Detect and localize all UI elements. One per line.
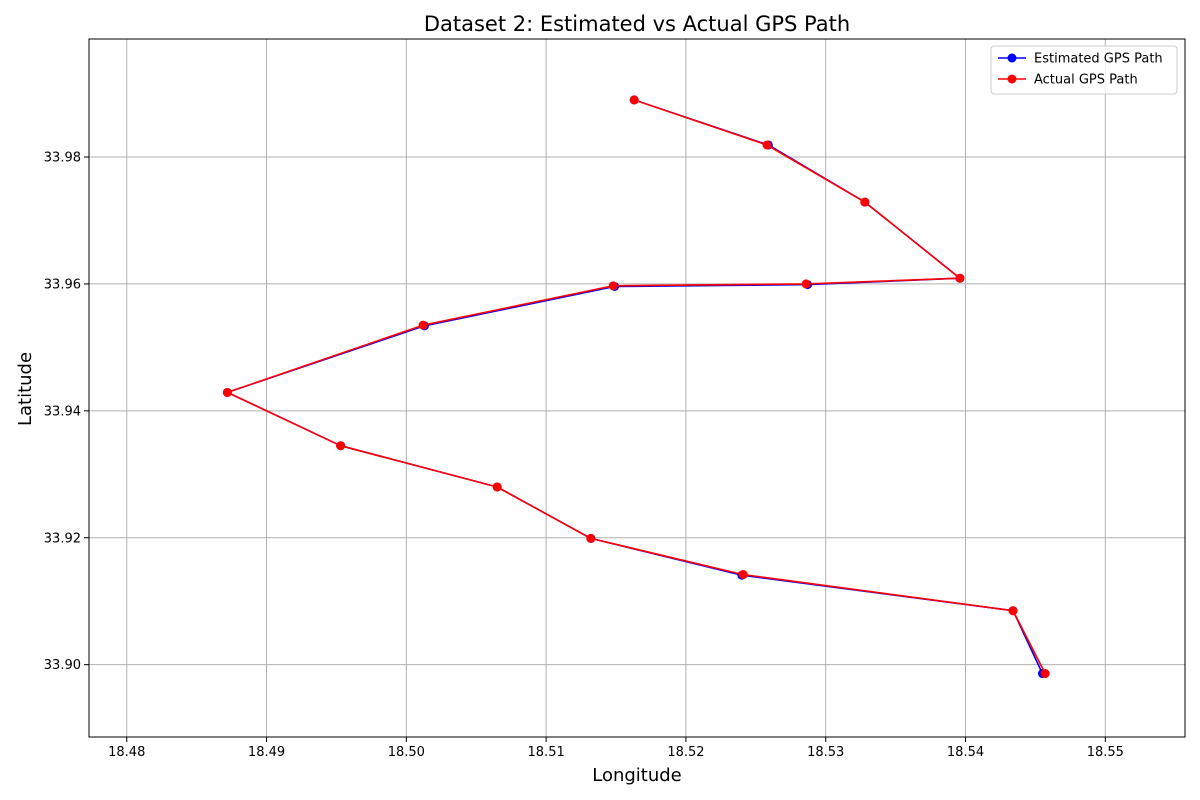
y-tick-label: 33.92: [44, 531, 81, 546]
y-tick-label: 33.96: [44, 277, 81, 292]
x-tick-label: 18.53: [807, 745, 844, 760]
x-tick-label: 18.49: [248, 745, 285, 760]
actual-gps-path-point: [955, 273, 965, 283]
y-tick-label: 33.94: [44, 404, 81, 419]
actual-gps-path-point: [762, 140, 772, 150]
legend: Estimated GPS Path Actual GPS Path: [990, 45, 1178, 95]
y-axis-label: Latitude: [15, 352, 36, 426]
x-axis-label: Longitude: [592, 765, 682, 786]
actual-gps-path-line: [226, 99, 1046, 674]
plot-frame: [88, 38, 1186, 738]
actual-gps-path-point: [492, 482, 502, 492]
tick-layer: 18.48 18.49 18.50 18.51 18.52 18.53 18.54 18.55…: [44, 151, 1124, 760]
y-tick-label: 33.90: [44, 658, 81, 673]
series-layer: [222, 95, 1050, 679]
actual-gps-path-point: [738, 570, 748, 580]
chart-title: Dataset 2: Estimated vs Actual GPS Path: [424, 12, 850, 36]
actual-gps-path-point: [1008, 606, 1018, 616]
actual-gps-path-point: [801, 279, 811, 289]
actual-gps-path-point: [629, 95, 639, 105]
x-tick-label: 18.50: [388, 745, 425, 760]
x-tick-label: 18.48: [108, 745, 145, 760]
actual-gps-path-point: [608, 281, 618, 291]
legend-estimated-gps-path-marker: [1007, 53, 1017, 63]
actual-gps-path-point: [860, 197, 870, 207]
x-tick-label: 18.54: [947, 745, 984, 760]
actual-gps-path-point: [222, 387, 232, 397]
legend-items: Estimated GPS Path Actual GPS Path: [998, 52, 1163, 88]
actual-gps-path-point: [586, 533, 596, 543]
legend-box: [990, 45, 1178, 95]
grid-layer: [89, 39, 1185, 737]
x-tick-label: 18.51: [528, 745, 565, 760]
x-tick-label: 18.55: [1087, 745, 1124, 760]
actual-gps-path-point: [336, 441, 346, 451]
x-tick-label: 18.52: [667, 745, 704, 760]
legend-estimated-gps-path-label: Estimated GPS Path: [1034, 52, 1163, 67]
legend-actual-gps-path-marker: [1007, 74, 1017, 84]
actual-gps-path-point: [418, 320, 428, 330]
legend-actual-gps-path-label: Actual GPS Path: [1034, 73, 1138, 88]
actual-gps-path-point: [1040, 669, 1050, 679]
y-tick-label: 33.98: [44, 151, 81, 166]
